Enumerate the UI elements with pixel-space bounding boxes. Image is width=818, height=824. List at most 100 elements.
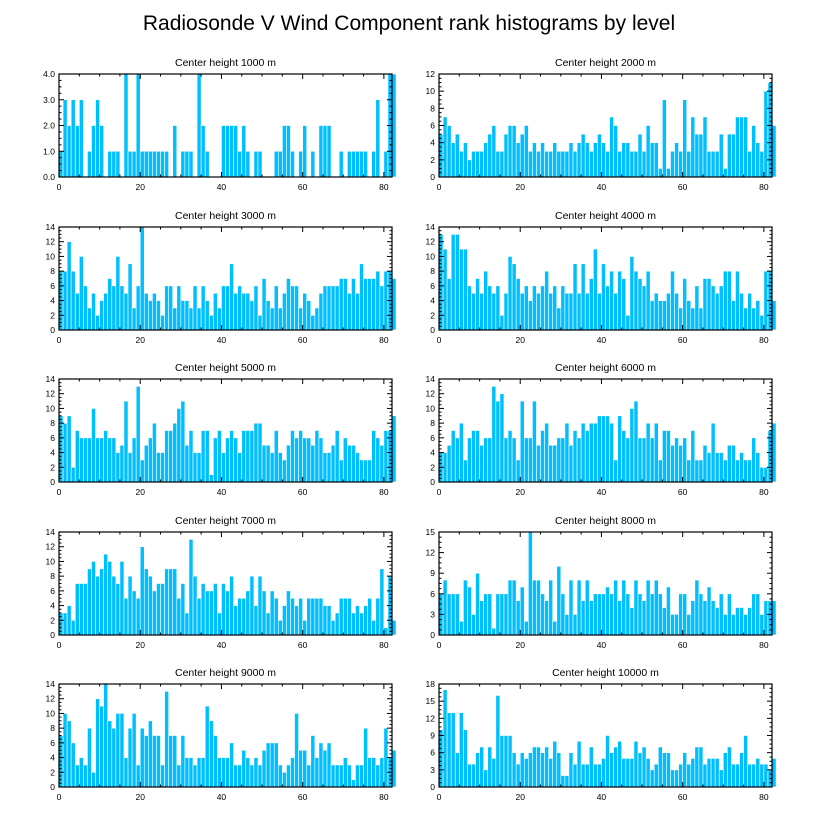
histogram-bar: [670, 270, 675, 331]
histogram-bar: [229, 125, 234, 178]
histogram-bar: [318, 292, 324, 331]
histogram-bar: [759, 466, 765, 483]
y-tick-label: 12: [426, 713, 436, 723]
histogram-bar: [739, 752, 744, 788]
histogram-bar: [593, 248, 598, 331]
y-tick-label: 14: [426, 374, 436, 384]
y-tick-label: 10: [46, 251, 56, 261]
histogram-bar: [273, 285, 279, 331]
histogram-bar: [367, 757, 372, 788]
histogram-bar: [568, 444, 574, 483]
x-tick-label: 60: [678, 792, 688, 802]
histogram-bar: [221, 583, 226, 636]
histogram-bar: [686, 763, 692, 788]
histogram-bar: [503, 593, 509, 636]
histogram-bar: [314, 307, 320, 331]
histogram-bar: [597, 763, 602, 788]
panel-title: Center height 5000 m: [175, 362, 276, 374]
histogram-bar: [682, 593, 688, 636]
histogram-bar: [180, 300, 186, 331]
histogram-bar: [722, 614, 728, 636]
histogram-bar: [495, 695, 501, 788]
histogram-bar: [79, 256, 84, 331]
histogram-bar: [160, 452, 165, 483]
histogram-bar: [363, 727, 368, 788]
histogram-bar: [584, 142, 590, 178]
histogram-bar: [326, 125, 332, 178]
histogram-bar: [257, 422, 263, 483]
histogram-bar: [731, 300, 736, 331]
histogram-bar: [548, 758, 554, 788]
histogram-bar: [576, 142, 582, 178]
histogram-bar: [633, 579, 639, 636]
histogram-bar: [629, 150, 635, 178]
histogram-bar: [751, 437, 757, 483]
histogram-bar: [515, 278, 521, 331]
histogram-bar: [544, 600, 549, 636]
histogram-bar: [371, 278, 377, 331]
histogram-bar: [253, 757, 259, 788]
y-tick-label: 2.0: [43, 121, 55, 131]
histogram-bar: [714, 758, 720, 788]
histogram-bar: [351, 278, 356, 331]
chart-panel: Center height 8000 m 0 20 40 60 80 0 3 6 9 12 15: [426, 515, 777, 650]
histogram-bar: [359, 764, 364, 788]
histogram-bar: [605, 735, 610, 788]
histogram-bar: [552, 740, 558, 788]
histogram-bar: [584, 292, 590, 331]
histogram-bar: [330, 619, 336, 636]
histogram-bar: [471, 292, 476, 331]
histogram-bar: [156, 150, 161, 178]
histogram-bar: [131, 307, 137, 331]
histogram-bar: [678, 593, 683, 636]
y-tick-label: 14: [46, 527, 56, 537]
histogram-bar: [168, 735, 174, 788]
histogram-bar: [70, 619, 76, 636]
histogram-bar: [593, 763, 598, 788]
y-tick-label: 10: [46, 708, 56, 718]
histogram-bar: [107, 150, 113, 178]
histogram-bar: [718, 285, 724, 331]
histogram-bar: [359, 263, 364, 331]
histogram-bar: [613, 459, 618, 483]
histogram-bar: [739, 292, 744, 331]
histogram-bar: [641, 150, 647, 178]
histogram-bar: [391, 749, 397, 788]
histogram-bar: [637, 593, 643, 636]
histogram-bar: [379, 568, 385, 636]
histogram-bar: [621, 278, 627, 331]
histogram-bar: [641, 600, 647, 636]
histogram-bar: [66, 605, 72, 636]
histogram-bar: [152, 292, 157, 331]
histogram-bar: [694, 133, 700, 178]
histogram-bar: [645, 422, 651, 483]
histogram-bar: [310, 314, 316, 331]
y-tick-label: 10: [426, 403, 436, 413]
x-tick-label: 80: [759, 335, 769, 345]
histogram-bar: [196, 73, 202, 178]
histogram-bar: [164, 691, 169, 788]
y-tick-label: 10: [426, 86, 436, 96]
histogram-bar: [363, 150, 368, 178]
histogram-bar: [355, 292, 360, 331]
histogram-bar: [249, 300, 255, 331]
histogram-bar: [79, 437, 84, 483]
histogram-bar: [751, 593, 757, 636]
histogram-bar: [200, 583, 206, 636]
y-tick-label: 2: [430, 310, 435, 320]
x-tick-label: 80: [759, 182, 769, 192]
histogram-bar: [495, 150, 501, 178]
histogram-bar: [115, 452, 121, 483]
x-tick-label: 60: [298, 335, 308, 345]
histogram-bar: [310, 150, 316, 178]
y-tick-label: 8: [50, 723, 55, 733]
histogram-bar: [621, 579, 627, 636]
histogram-bar: [686, 300, 692, 331]
histogram-bar: [511, 125, 517, 178]
histogram-bar: [229, 263, 234, 331]
histogram-bar: [156, 452, 161, 483]
histogram-bar: [686, 614, 692, 636]
histogram-bar: [576, 437, 582, 483]
histogram-bar: [70, 99, 76, 178]
histogram-bar: [706, 278, 712, 331]
